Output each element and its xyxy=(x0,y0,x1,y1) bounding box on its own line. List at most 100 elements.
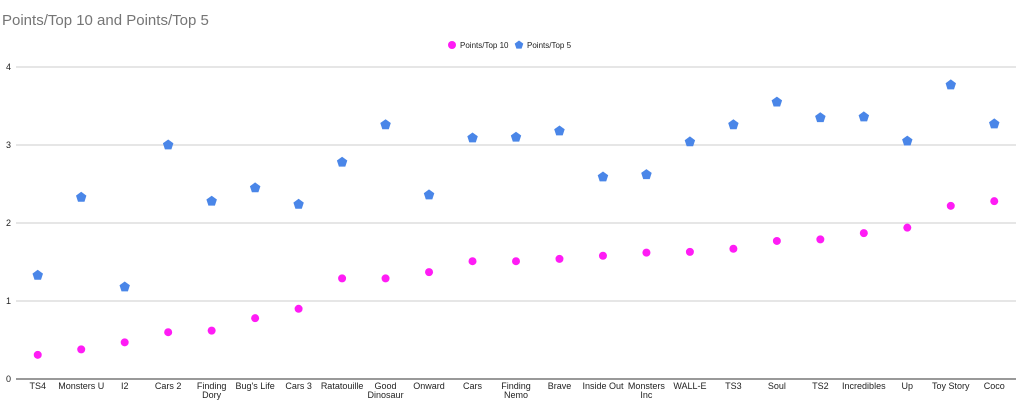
point-top5 xyxy=(989,118,1000,129)
point-top10 xyxy=(381,274,390,283)
x-tick-label: Bug's Life xyxy=(236,381,275,391)
x-tick-label: I2 xyxy=(121,381,129,391)
x-tick-label: Incredibles xyxy=(842,381,886,391)
point-top5 xyxy=(467,132,478,143)
point-top10 xyxy=(425,268,434,277)
legend: Points/Top 10 Points/Top 5 xyxy=(448,40,572,50)
x-tick-label-line: Coco xyxy=(984,381,1005,391)
x-tick-label: Monsters U xyxy=(58,381,104,391)
x-tick-label-line: Bug's Life xyxy=(236,381,275,391)
x-tick-label-line: Finding xyxy=(501,381,531,391)
y-tick-label: 2 xyxy=(6,218,11,228)
point-top10 xyxy=(903,223,912,232)
point-top10 xyxy=(729,244,738,253)
point-top5 xyxy=(249,182,261,193)
x-tick-label-line: TS2 xyxy=(812,381,829,391)
point-top10 xyxy=(946,201,955,210)
point-top10 xyxy=(33,350,42,359)
point-top5 xyxy=(336,156,348,167)
x-tick-label-line: Inside Out xyxy=(582,381,624,391)
x-tick-label-line: Dory xyxy=(202,390,222,400)
point-top10 xyxy=(207,326,216,335)
point-top5 xyxy=(641,169,652,180)
legend-label: Points/Top 5 xyxy=(527,41,572,50)
point-top5 xyxy=(945,79,956,90)
x-tick-label: Monsters Inc xyxy=(628,381,666,400)
x-tick-label-line: I2 xyxy=(121,381,129,391)
x-tick-label: Soul xyxy=(768,381,786,391)
x-tick-label: TS2 xyxy=(812,381,829,391)
point-top5 xyxy=(554,125,565,136)
x-tick-label-line: Dinosaur xyxy=(368,390,404,400)
x-tick-label-line: TS3 xyxy=(725,381,742,391)
x-tick-label: Ratatouille xyxy=(321,381,364,391)
y-tick-label: 0 xyxy=(6,374,11,384)
point-top5 xyxy=(162,139,174,150)
x-tick-label-line: Onward xyxy=(413,381,445,391)
legend-marker-pentagon-icon xyxy=(514,40,524,49)
x-tick-label-line: TS4 xyxy=(29,381,46,391)
point-top5 xyxy=(510,131,522,142)
gridlines xyxy=(16,66,1016,380)
point-top10 xyxy=(642,248,651,257)
x-tick-label: TS4 xyxy=(29,381,46,391)
point-top5 xyxy=(858,111,870,122)
legend-label: Points/Top 10 xyxy=(460,41,509,50)
point-top5 xyxy=(206,195,217,206)
x-tick-label-line: Finding xyxy=(197,381,227,391)
x-tick-label-line: Good xyxy=(375,381,397,391)
point-top5 xyxy=(815,112,826,123)
chart-title: Points/Top 10 and Points/Top 5 xyxy=(2,12,209,29)
point-top10 xyxy=(772,236,781,245)
x-tick-label: Brave xyxy=(548,381,572,391)
x-tick-label-line: Inc xyxy=(640,390,653,400)
point-top10 xyxy=(164,328,173,337)
point-top10 xyxy=(512,257,520,266)
point-top5 xyxy=(902,135,913,146)
point-top10 xyxy=(120,338,129,347)
x-tick-label-line: Brave xyxy=(548,381,572,391)
x-tick-label: WALL-E xyxy=(673,381,706,391)
x-tick-label: Finding Dory xyxy=(197,381,227,400)
x-tick-label-line: Cars 2 xyxy=(155,381,182,391)
x-tick-label-line: WALL-E xyxy=(673,381,706,391)
x-tick-label-line: Cars 3 xyxy=(285,381,312,391)
point-top5 xyxy=(32,269,43,280)
x-tick-label-line: Ratatouille xyxy=(321,381,364,391)
point-top10 xyxy=(251,314,260,323)
x-tick-label: Finding Nemo xyxy=(501,381,531,400)
point-top5 xyxy=(119,281,130,292)
x-tick-label-line: Incredibles xyxy=(842,381,886,391)
x-tick-label: Good Dinosaur xyxy=(368,381,404,400)
point-top10 xyxy=(685,247,694,256)
point-top10 xyxy=(598,251,607,260)
x-tick-label-line: Toy Story xyxy=(932,381,970,391)
x-tick-label: Toy Story xyxy=(932,381,970,391)
x-tick-label-line: Nemo xyxy=(504,390,528,400)
data-points xyxy=(32,79,1000,359)
x-tick-label: Cars 2 xyxy=(155,381,182,391)
point-top5 xyxy=(684,136,696,147)
x-tick-label: Cars 3 xyxy=(285,381,312,391)
point-top10 xyxy=(77,345,86,354)
point-top10 xyxy=(294,304,303,313)
point-top5 xyxy=(380,119,391,130)
y-axis: 0 1 2 3 4 xyxy=(6,62,11,384)
x-tick-label: TS3 xyxy=(725,381,742,391)
point-top10 xyxy=(468,257,477,266)
point-top5 xyxy=(76,191,87,202)
x-tick-label: Cars xyxy=(463,381,483,391)
point-top10 xyxy=(990,197,999,206)
x-tick-label: Onward xyxy=(413,381,445,391)
point-top5 xyxy=(423,189,435,200)
x-tick-label: Up xyxy=(902,381,914,391)
x-tick-label-line: Monsters xyxy=(628,381,666,391)
point-top10 xyxy=(859,229,868,238)
x-tick-label-line: Up xyxy=(902,381,914,391)
point-top5 xyxy=(771,96,783,107)
x-tick-label-line: Cars xyxy=(463,381,483,391)
y-tick-label: 4 xyxy=(6,62,11,72)
x-tick-label-line: Monsters U xyxy=(58,381,104,391)
